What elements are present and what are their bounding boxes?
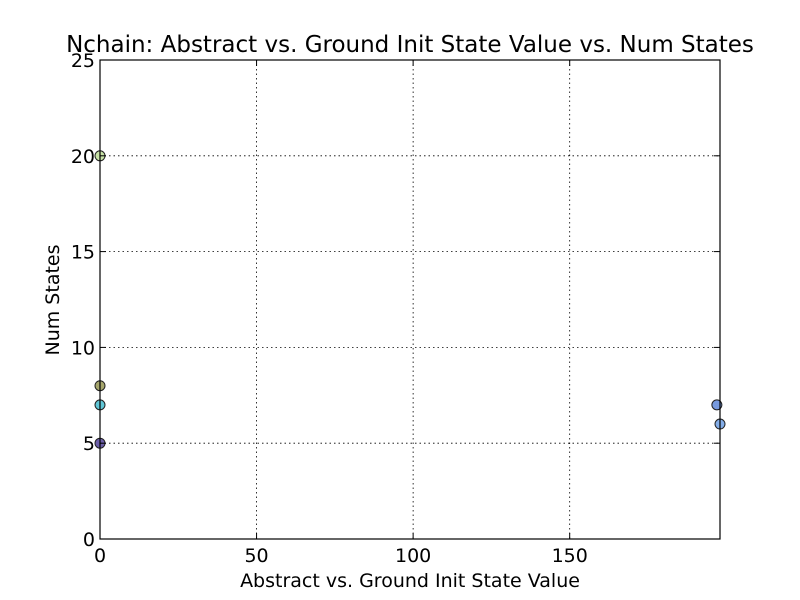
y-tick-label: 0 (83, 529, 95, 551)
plot-frame (99, 59, 721, 540)
y-tick-label: 15 (71, 242, 95, 264)
axis-ticks (99, 59, 720, 540)
chart-title: Nchain: Abstract vs. Ground Init State V… (66, 32, 754, 58)
y-tick-label: 5 (83, 433, 95, 455)
scatter-point (711, 399, 723, 411)
y-tick-label: 25 (71, 50, 95, 72)
x-tick-label: 0 (94, 545, 106, 567)
x-tick-label: 50 (244, 545, 268, 567)
grid-lines (99, 60, 720, 539)
y-tick-label: 20 (71, 146, 95, 168)
y-tick-labels: 0 5 10 15 20 25 (71, 50, 95, 551)
x-tick-label: 100 (395, 545, 431, 567)
data-points (94, 150, 726, 449)
x-tick-label: 150 (552, 545, 588, 567)
y-tick-label: 10 (71, 337, 95, 359)
y-axis-label: Num States (42, 245, 64, 356)
x-tick-labels: 0 50 100 150 (94, 545, 588, 567)
x-axis-label: Abstract vs. Ground Init State Value (240, 570, 580, 592)
